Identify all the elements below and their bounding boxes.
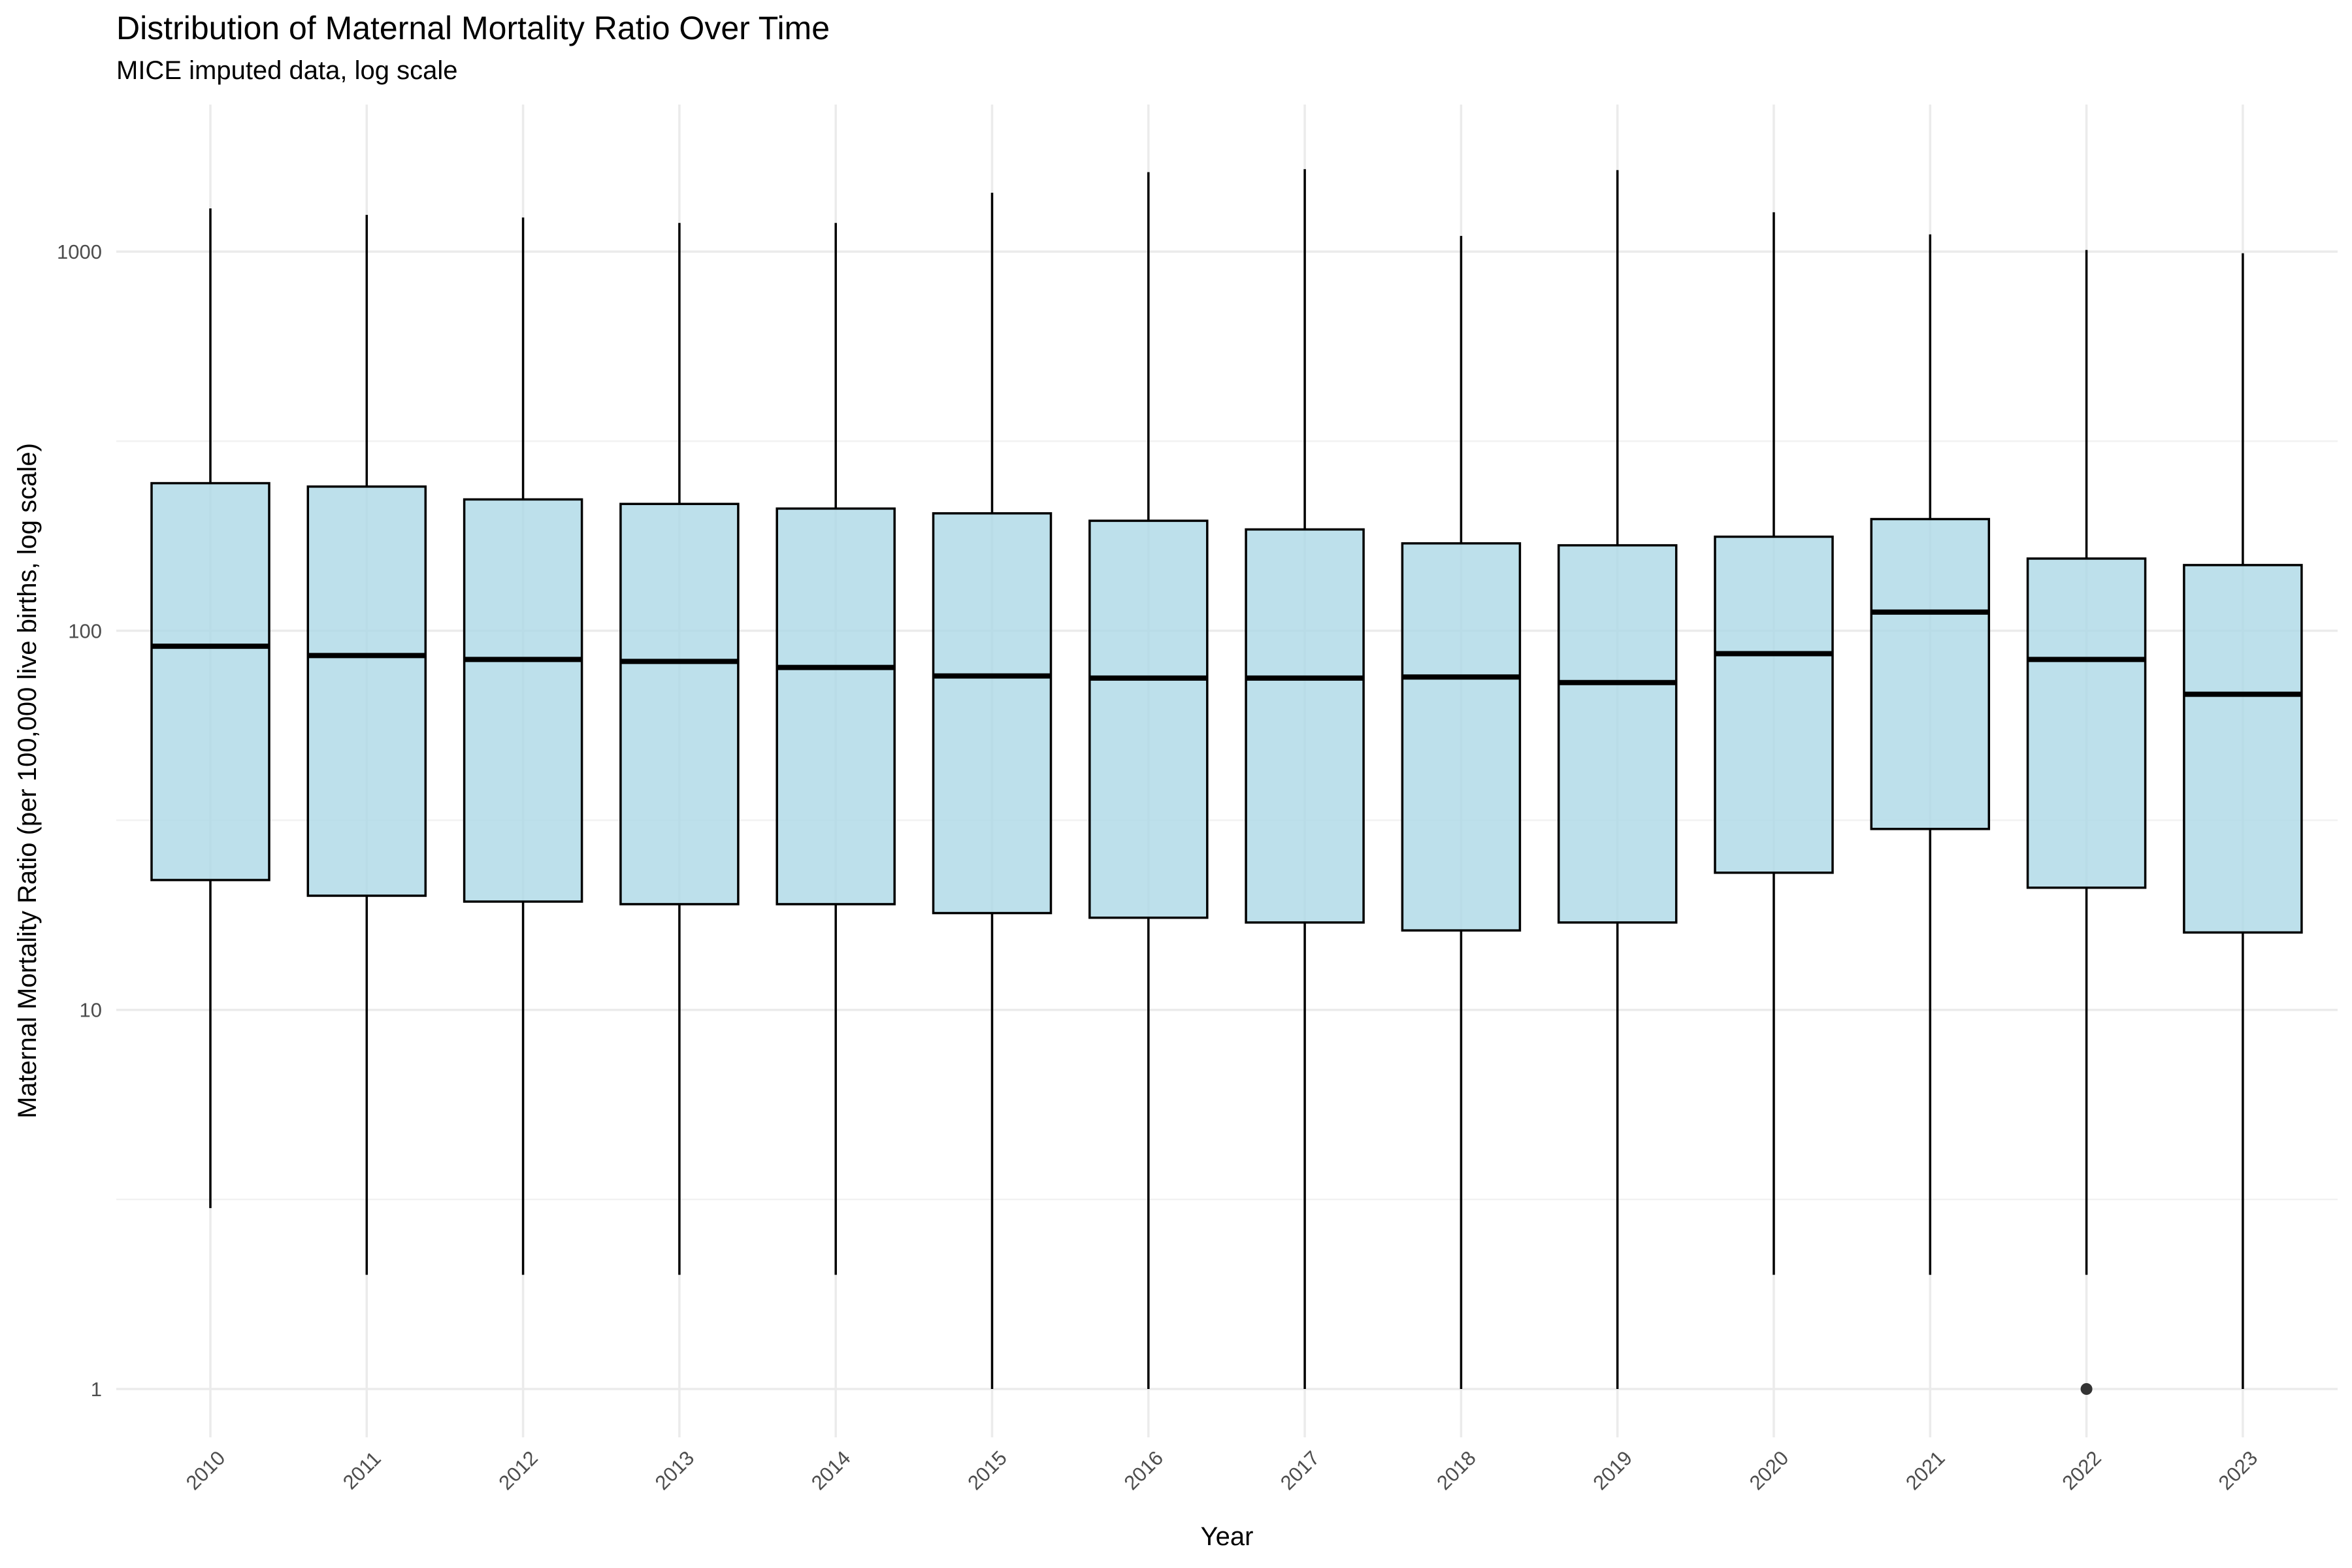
box-2014 [776,223,896,1275]
boxplot-series [150,169,2303,1395]
x-tick-label: 2010 [182,1446,230,1495]
iqr-box [1714,535,1834,874]
iqr-box [776,507,896,906]
y-axis-ticks: 1 10 100 1000 [57,240,102,1401]
x-tick-label: 2013 [651,1446,699,1495]
chart-subtitle: MICE imputed data, log scale [116,56,458,85]
y-axis-title: Maternal Mortality Ratio (per 100,000 li… [13,443,42,1119]
chart-title: Distribution of Maternal Mortality Ratio… [116,10,830,46]
iqr-box [463,498,583,903]
y-tick-label: 1 [91,1378,102,1401]
y-tick-label: 1000 [57,240,102,263]
iqr-box [1401,542,1522,932]
iqr-box [1245,528,1365,924]
iqr-box [932,512,1053,915]
box-2021 [1870,234,1991,1275]
x-tick-label: 2011 [338,1447,385,1494]
iqr-box [2026,557,2147,889]
box-2016 [1088,172,1209,1389]
x-tick-label: 2016 [1120,1446,1168,1495]
grid-lines [116,105,2338,1437]
x-axis-ticks: 2010 2011 2012 2013 2014 2015 2016 2017 2018 2019… [182,1446,2262,1495]
box-2015 [932,192,1053,1389]
box-2022 [2026,250,2147,1395]
x-tick-label: 2023 [2214,1446,2262,1495]
x-tick-label: 2021 [1901,1446,1950,1495]
iqr-box [1870,517,1991,830]
x-tick-label: 2019 [1589,1446,1637,1495]
x-axis-title: Year [1201,1522,1254,1551]
iqr-box [1557,544,1678,924]
x-tick-label: 2018 [1432,1446,1480,1495]
outlier-point [2080,1383,2093,1395]
box-2012 [463,217,583,1275]
x-tick-label: 2020 [1745,1446,1793,1495]
box-2013 [619,223,740,1275]
box-2018 [1401,236,1522,1389]
box-2017 [1245,169,1365,1389]
x-tick-label: 2014 [807,1446,855,1495]
iqr-box [306,485,427,897]
box-2011 [306,214,427,1275]
iqr-box [150,482,270,881]
box-2010 [150,208,270,1209]
iqr-box [619,502,740,906]
y-tick-label: 10 [80,999,102,1022]
box-2020 [1714,212,1834,1275]
iqr-box [1088,519,1209,919]
y-tick-label: 100 [68,619,102,642]
box-2023 [2183,253,2303,1389]
x-tick-label: 2012 [494,1446,542,1495]
x-tick-label: 2017 [1276,1446,1324,1495]
iqr-box [2183,564,2303,934]
x-tick-label: 2015 [963,1446,1011,1495]
box-2019 [1557,170,1678,1389]
x-tick-label: 2022 [2057,1446,2106,1495]
